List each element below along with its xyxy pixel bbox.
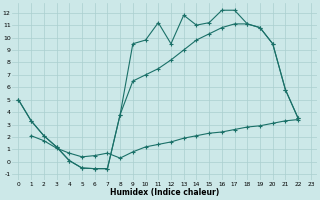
X-axis label: Humidex (Indice chaleur): Humidex (Indice chaleur) (110, 188, 219, 197)
